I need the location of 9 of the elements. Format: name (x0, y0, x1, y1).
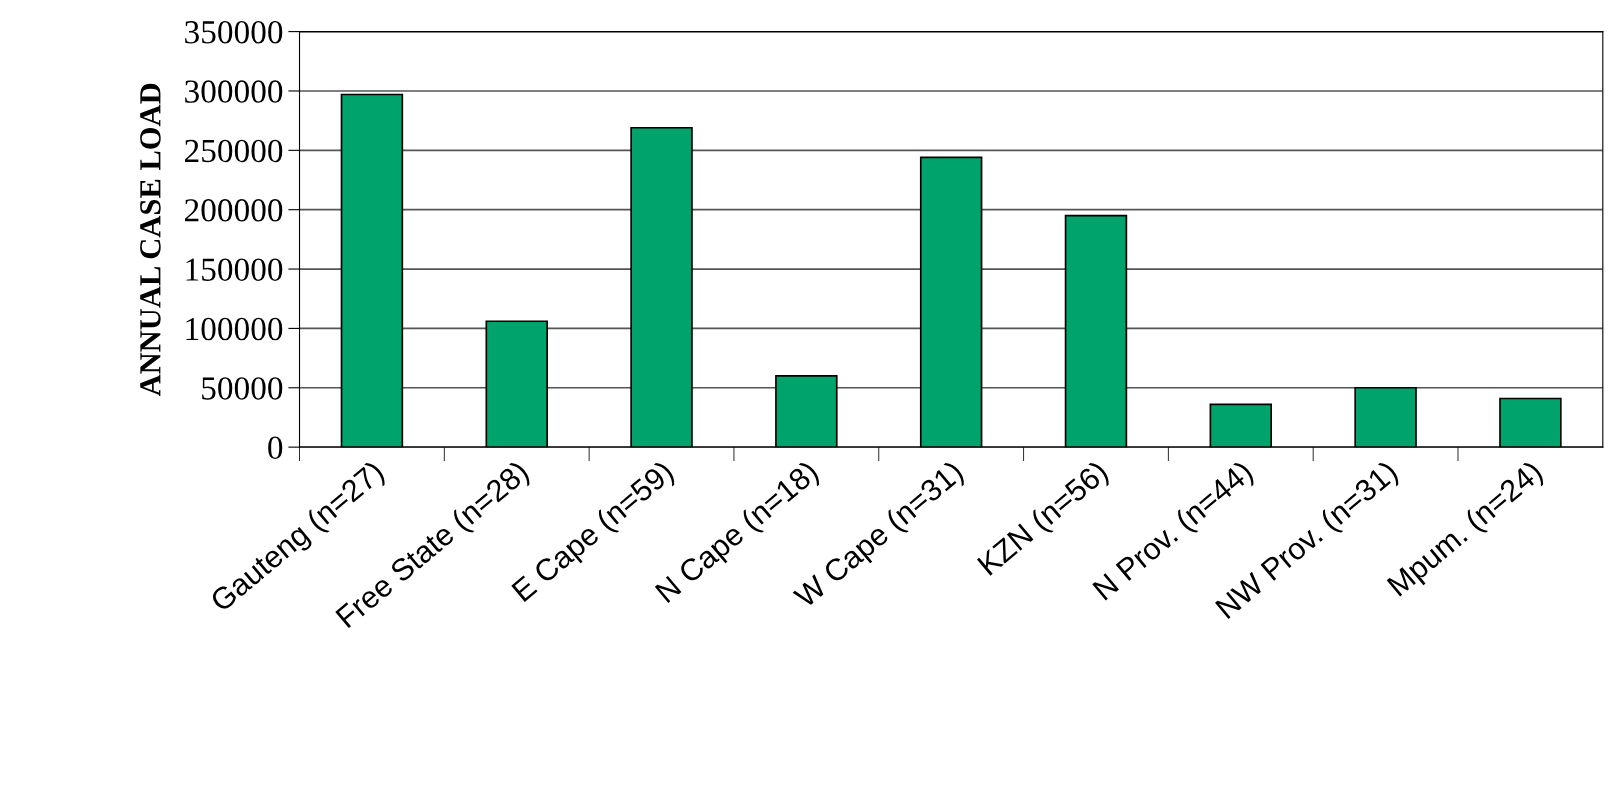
y-tick-label: 250000 (185, 139, 283, 163)
y-tick-label: 200000 (185, 199, 283, 222)
y-tick-label: 100000 (186, 317, 283, 341)
y-tick-label: 300000 (185, 80, 283, 103)
y-tick-label: 0 (268, 436, 283, 460)
y-tick-label: 50000 (202, 377, 283, 400)
y-tick-label: 350000 (185, 21, 283, 44)
y-axis-title: ANNUAL CASE LOAD (140, 83, 161, 397)
y-tick-label: 150000 (186, 258, 283, 281)
